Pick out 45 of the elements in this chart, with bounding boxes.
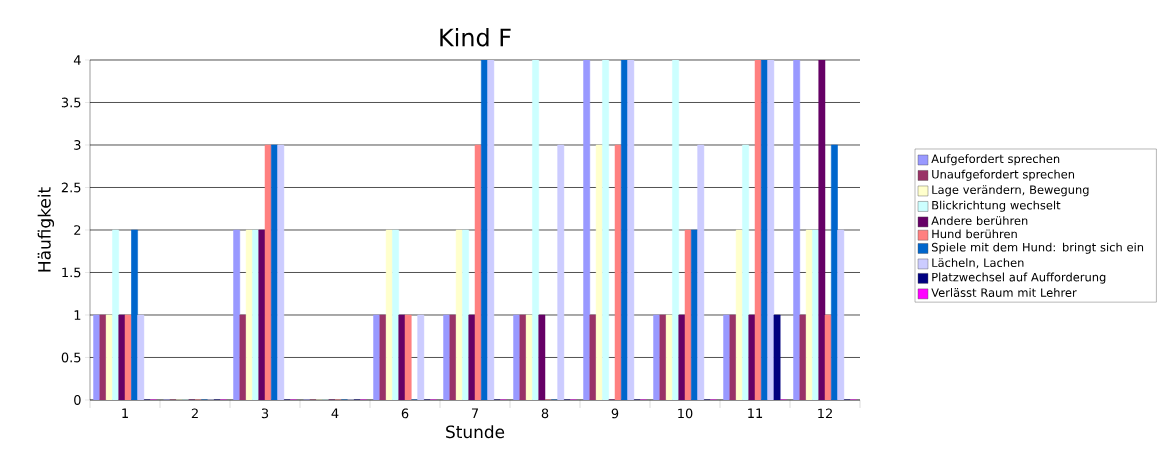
- y-tick-label: 2.5: [61, 182, 81, 193]
- bar: [742, 144, 749, 400]
- x-tick-label: 11: [748, 408, 763, 418]
- x-tick-label: 12: [818, 408, 832, 419]
- y-tick-label: 1: [74, 310, 81, 320]
- legend-label: Aufgefordert sprechen: [931, 154, 1060, 166]
- y-tick-label: 0: [74, 395, 81, 405]
- legend-label: Hund berühren: [932, 229, 1017, 239]
- bar: [831, 144, 838, 400]
- y-tick-label: 3: [74, 140, 81, 150]
- bar: [773, 314, 781, 400]
- legend-label: Andere berühren: [931, 216, 1028, 225]
- legend-label: Lächeln, Lachen: [932, 258, 1024, 269]
- y-tick-label: 0.5: [61, 352, 81, 363]
- x-tick-label: 6: [401, 408, 409, 419]
- y-tick-label: 1.5: [62, 267, 81, 278]
- x-tick-label: 9: [611, 408, 619, 419]
- bar: [392, 229, 399, 400]
- bar: [131, 229, 138, 400]
- y-axis-title: Häufigkeit: [37, 187, 55, 272]
- legend-label: Lage verändern, Bewegung: [932, 185, 1089, 197]
- bar: [112, 229, 119, 400]
- x-tick-label: 2: [191, 408, 198, 419]
- y-tick-label: 4: [73, 55, 81, 65]
- bar: [602, 59, 609, 400]
- bar: [532, 59, 539, 400]
- x-axis-title: Stunde: [446, 425, 505, 439]
- x-tick-label: 1: [122, 408, 128, 418]
- bar: [538, 314, 546, 400]
- x-tick-label: 3: [261, 408, 269, 419]
- y-tick-label: 3.5: [61, 97, 81, 108]
- bar: [462, 229, 469, 400]
- legend-label: Spiele mit dem Hund: bringt sich ein: [931, 242, 1144, 254]
- x-tick-label: 10: [678, 408, 693, 419]
- legend-label: Unaufgefordert sprechen: [932, 169, 1075, 181]
- legend-label: Verlässt Raum mit Lehrer: [931, 288, 1077, 297]
- legend-label: Blickrichtung wechselt: [932, 200, 1061, 212]
- y-tick-label: 2: [74, 225, 81, 235]
- legend-label: Platzwechsel auf Aufforderung: [932, 272, 1106, 284]
- x-tick-label: 4: [331, 408, 339, 418]
- bar: [672, 59, 679, 400]
- x-tick-label: 7: [471, 408, 479, 418]
- bar: [818, 59, 826, 400]
- chart-title: Kind F: [440, 28, 511, 47]
- x-tick-label: 8: [541, 408, 549, 419]
